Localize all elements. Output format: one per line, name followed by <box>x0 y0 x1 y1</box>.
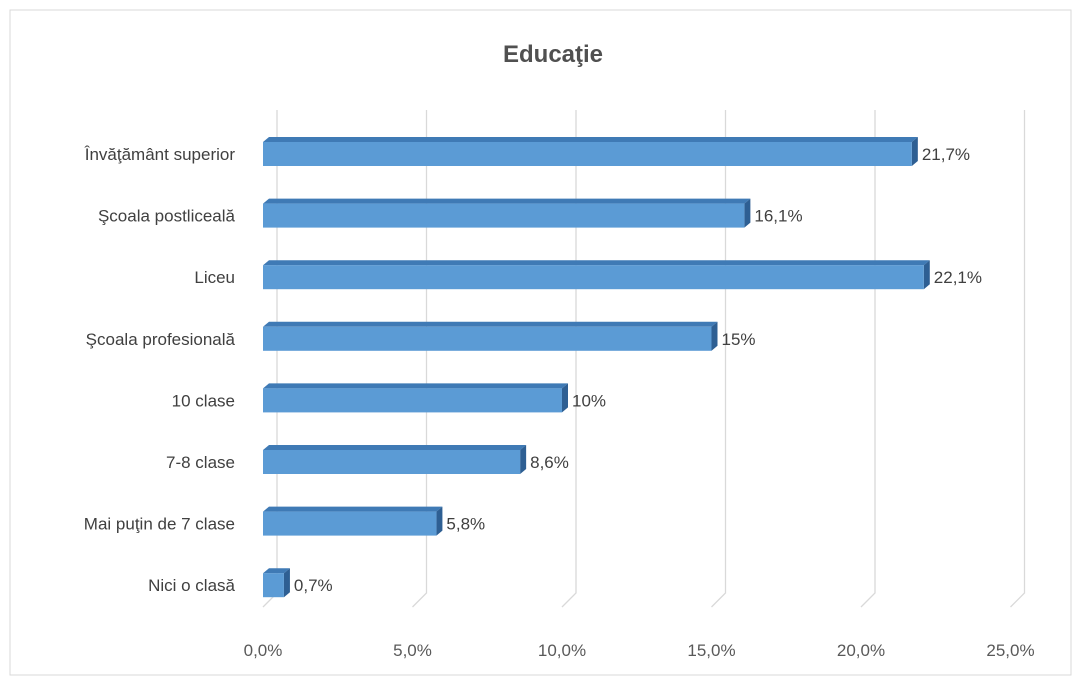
bar <box>263 568 290 598</box>
bar-side-face <box>283 568 290 598</box>
category-label: Şcoala profesională <box>86 330 236 349</box>
x-tick-label: 5,0% <box>393 641 432 660</box>
bar-side-face <box>436 506 443 536</box>
bar-side-face <box>923 260 930 290</box>
x-tick-label: 25,0% <box>986 641 1034 660</box>
bar-side-face <box>744 198 751 228</box>
data-label: 22,1% <box>934 268 982 287</box>
category-label: 7-8 clase <box>166 453 235 472</box>
category-label: Liceu <box>194 268 235 287</box>
bar-front-face <box>263 142 912 166</box>
category-labels: Învăţământ superior Şcoala postliceală Lic… <box>84 145 236 595</box>
category-label: Învăţământ superior <box>84 145 236 164</box>
bar-top-face <box>263 137 918 142</box>
gridline-5 <box>1010 110 1026 608</box>
x-tick-label: 15,0% <box>687 641 735 660</box>
bar-top-face <box>263 260 930 266</box>
bar-front-face <box>263 511 437 536</box>
bar-side-face <box>520 445 527 474</box>
x-tick-label: 0,0% <box>244 641 283 660</box>
data-label: 21,7% <box>922 145 970 164</box>
bar-top-face <box>263 445 527 450</box>
data-labels: 21,7% 16,1% 22,1% 15% 10% 8,6% 5,8% 0,7% <box>294 145 982 595</box>
bar-side-face <box>911 137 918 166</box>
bar-front-face <box>263 326 712 351</box>
bar-top-face <box>263 321 718 327</box>
category-label: Şcoala postliceală <box>98 207 236 226</box>
category-label: Mai puţin de 7 clase <box>84 515 235 534</box>
bar-front-face <box>263 265 924 290</box>
data-label: 0,7% <box>294 576 333 595</box>
bar <box>263 506 443 536</box>
x-tick-label: 10,0% <box>538 641 586 660</box>
category-label: 10 clase <box>172 391 235 410</box>
bar-top-face <box>263 383 568 389</box>
bar <box>263 321 718 351</box>
bar <box>263 445 527 474</box>
bar-front-face <box>263 388 562 413</box>
chart-title: Educaţie <box>503 41 603 68</box>
data-label: 15% <box>722 330 756 349</box>
bar-front-face <box>263 573 284 598</box>
data-label: 5,8% <box>446 515 485 534</box>
bar <box>263 198 751 228</box>
category-label: Nici o clasă <box>148 576 235 595</box>
data-label: 16,1% <box>754 207 802 226</box>
bar <box>263 260 930 290</box>
bar-side-face <box>711 321 718 351</box>
x-axis-tick-labels: 0,0% 5,0% 10,0% 15,0% 20,0% 25,0% <box>244 641 1035 660</box>
bar <box>263 383 568 413</box>
bar-front-face <box>263 450 521 474</box>
bars <box>263 137 930 598</box>
bar-front-face <box>263 203 745 228</box>
bar <box>263 137 918 166</box>
bar-top-face <box>263 568 290 574</box>
x-tick-label: 20,0% <box>837 641 885 660</box>
data-label: 10% <box>572 391 606 410</box>
bar-top-face <box>263 506 443 512</box>
bar-top-face <box>263 198 751 204</box>
data-label: 8,6% <box>530 453 569 472</box>
bar-side-face <box>562 383 568 413</box>
